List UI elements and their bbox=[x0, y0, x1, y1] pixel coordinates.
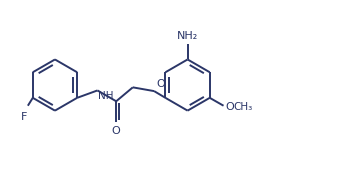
Text: F: F bbox=[21, 112, 27, 122]
Text: O: O bbox=[112, 125, 121, 136]
Text: CH₃: CH₃ bbox=[233, 102, 253, 112]
Text: O: O bbox=[226, 102, 234, 112]
Text: NH: NH bbox=[98, 91, 114, 101]
Text: NH₂: NH₂ bbox=[177, 31, 198, 41]
Text: O: O bbox=[156, 79, 165, 89]
